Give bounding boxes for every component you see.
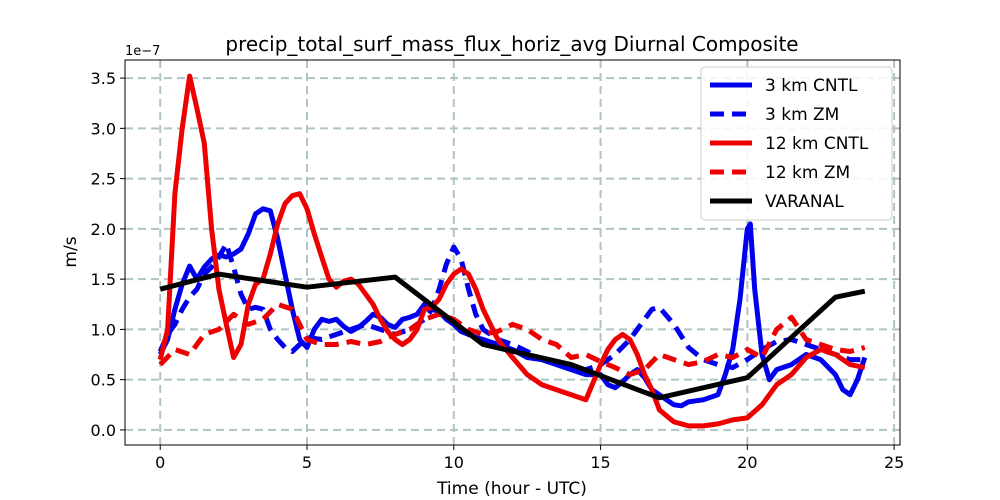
series-line-varanal [159, 271, 866, 401]
y-offset-label: 1e−7 [125, 44, 160, 59]
legend-label: 3 km ZM [765, 105, 839, 125]
legend-label: 12 km ZM [765, 163, 850, 183]
x-tick-label: 15 [590, 453, 610, 472]
y-tick-label: 1.0 [91, 320, 116, 339]
y-axis-label: m/s [61, 236, 81, 267]
x-tick-label: 10 [444, 453, 464, 472]
y-tick-label: 0.5 [91, 371, 116, 390]
legend-box [700, 66, 893, 221]
y-tick-label: 2.5 [91, 170, 116, 189]
legend: 3 km CNTL 3 km ZM 12 km CNTL 12 km ZM VARANA… [700, 66, 893, 221]
series-layer [157, 73, 868, 429]
y-tick-label: 2.0 [91, 220, 116, 239]
legend-label: 3 km CNTL [765, 76, 858, 96]
x-axis: 0 5 10 15 20 25 [155, 445, 904, 472]
chart-title: precip_total_surf_mass_flux_horiz_avg Di… [225, 32, 798, 56]
y-tick-label: 1.5 [91, 270, 116, 289]
x-tick-label: 25 [884, 453, 904, 472]
x-tick-label: 20 [737, 453, 757, 472]
legend-label: VARANAL [765, 192, 844, 212]
y-tick-label: 0.0 [91, 421, 116, 440]
x-tick-label: 0 [155, 453, 165, 472]
x-tick-label: 5 [302, 453, 312, 472]
x-axis-label: Time (hour - UTC) [436, 479, 587, 499]
series-line-12-km-zm [158, 301, 866, 378]
y-tick-label: 3.0 [91, 119, 116, 138]
y-tick-label: 3.5 [91, 69, 116, 88]
y-axis: 0.0 0.5 1.0 1.5 2.0 2.5 3.0 3.5 [91, 69, 125, 440]
plot-frame [124, 59, 901, 446]
legend-label: 12 km CNTL [765, 134, 869, 154]
